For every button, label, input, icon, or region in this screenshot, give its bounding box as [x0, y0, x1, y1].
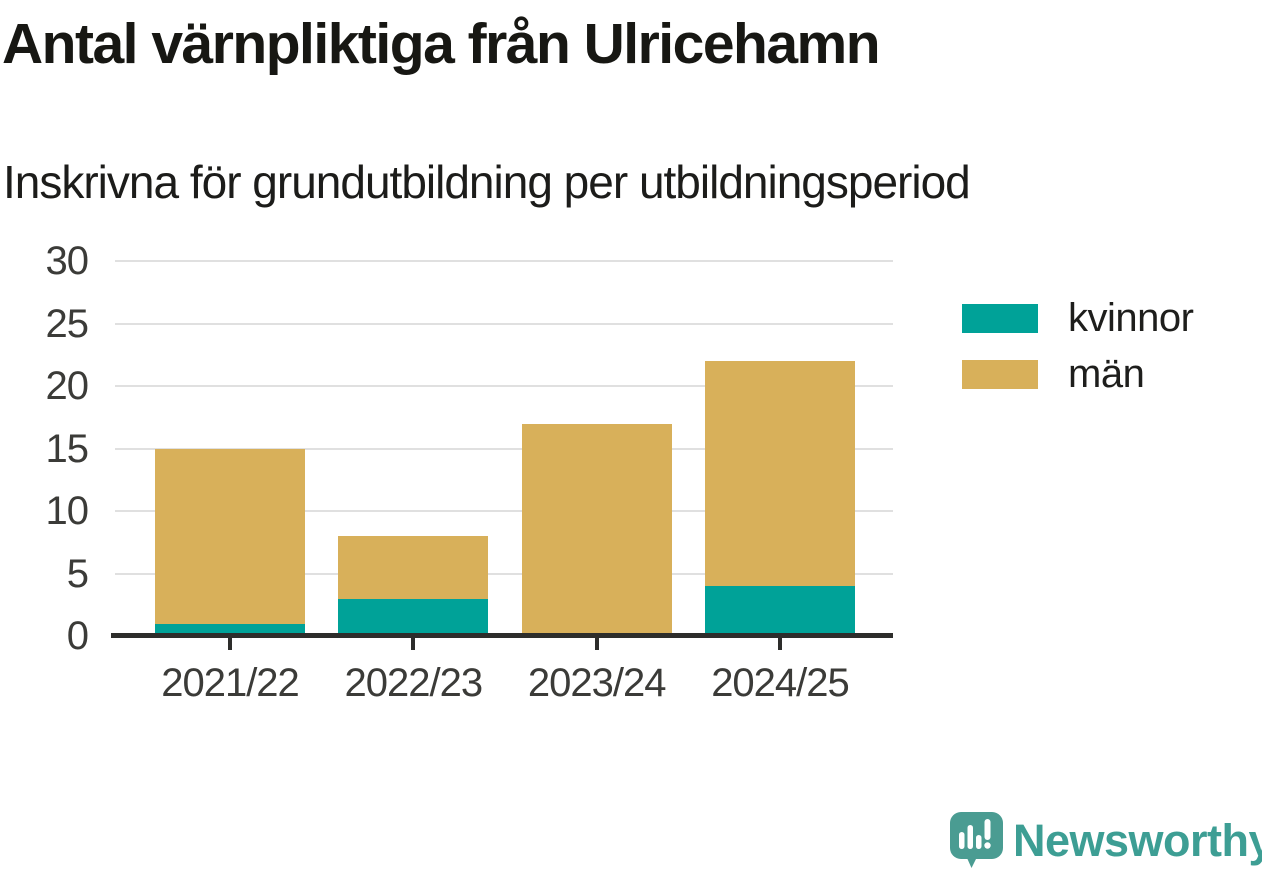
legend-label: män — [1068, 352, 1145, 396]
legend: kvinnor män — [962, 296, 1194, 408]
y-axis-tick-label: 15 — [45, 426, 90, 471]
chart-subtitle: Inskrivna för grundutbildning per utbild… — [3, 156, 971, 208]
bar-segment-män — [521, 423, 672, 636]
bar-segment-män — [338, 536, 489, 599]
x-axis-tick-label: 2022/23 — [344, 661, 484, 705]
x-tick-mark — [594, 638, 599, 650]
logo-bubble-tail — [963, 849, 981, 868]
y-axis-tick-label: 5 — [66, 551, 89, 596]
y-axis-tick-label: 10 — [45, 489, 90, 533]
chart-title: Antal värnpliktiga från Ulricehamn — [2, 12, 881, 76]
y-gridline — [115, 322, 893, 325]
bar-segment-kvinnor — [155, 623, 305, 636]
x-axis-tick-label: 2024/25 — [711, 661, 850, 705]
x-tick-mark — [777, 638, 782, 650]
x-tick-mark — [228, 638, 232, 650]
logo-chart-bar — [967, 825, 973, 849]
y-axis-tick-label: 0 — [66, 614, 89, 658]
x-tick-mark — [411, 638, 416, 650]
legend-swatch-kvinnor — [962, 303, 1038, 333]
y-axis-tick-label: 25 — [45, 301, 90, 346]
logo-exclamation-dot — [984, 842, 991, 849]
y-axis-tick-label: 20 — [45, 364, 90, 408]
y-gridline — [115, 260, 893, 262]
bar-segment-män — [704, 361, 855, 586]
logo-exclamation-bar — [984, 819, 991, 840]
x-axis-tick-label: 2023/24 — [527, 661, 667, 705]
bar-segment-män — [155, 448, 305, 624]
legend-swatch-män — [962, 359, 1038, 389]
legend-label: kvinnor — [1068, 296, 1194, 340]
y-gridline — [115, 385, 893, 387]
newsworthy-logo-text: Newsworthy — [1013, 814, 1262, 866]
logo-chart-bar — [959, 832, 965, 849]
newsworthy-logo-icon — [950, 812, 1003, 868]
bar-segment-kvinnor — [704, 586, 855, 636]
legend-item-män: män — [962, 352, 1193, 396]
y-gridline — [115, 510, 893, 512]
x-axis-line — [111, 633, 893, 638]
y-gridline — [115, 447, 893, 450]
y-gridline — [115, 572, 893, 575]
legend-item-kvinnor: kvinnor — [962, 296, 1194, 340]
logo-chart-bar — [976, 835, 982, 849]
newsworthy-branding: Newsworthy — [950, 812, 1262, 869]
x-axis-tick-label: 2021/22 — [161, 661, 300, 705]
bar-segment-kvinnor — [338, 598, 489, 636]
y-axis-tick-label: 30 — [45, 239, 90, 283]
